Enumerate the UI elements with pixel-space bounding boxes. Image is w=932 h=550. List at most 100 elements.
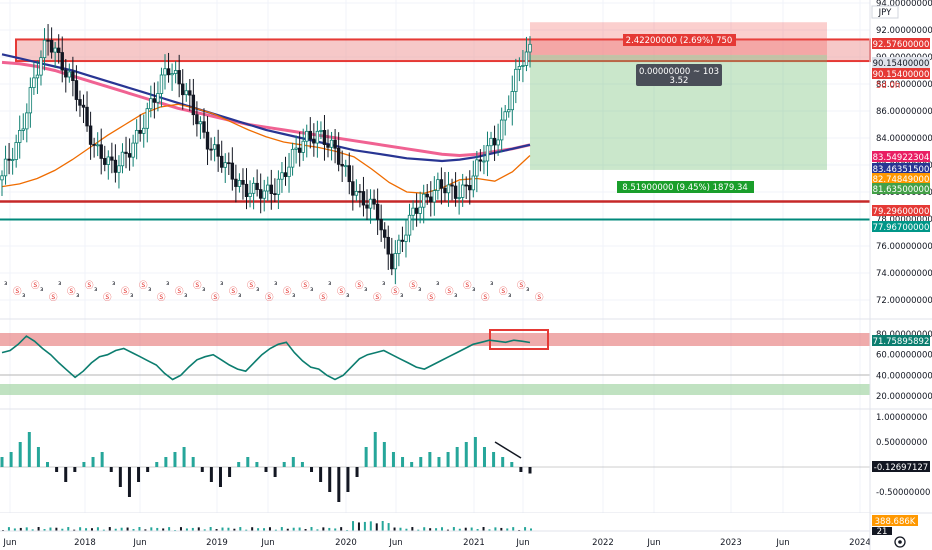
price-badge-label: 90.15400000 (873, 70, 930, 80)
volume-bar (257, 528, 260, 531)
svg-text:0.00000000 ~ 103: 0.00000000 ~ 103 (639, 67, 719, 77)
candle-body (322, 130, 327, 145)
macd-divergence-line[interactable] (494, 441, 522, 459)
candle-body (117, 165, 121, 173)
pattern-marker: Ⓢ (13, 287, 22, 297)
volume-background (0, 513, 870, 531)
candle-body (329, 139, 334, 148)
candle-body (21, 128, 25, 131)
volume-bar (43, 529, 46, 531)
price-tick-label: 72.00000000 (876, 296, 932, 306)
volume-bar (174, 529, 177, 531)
candle-body (124, 151, 128, 154)
price-badge (872, 163, 930, 174)
candle-body (251, 182, 256, 194)
macd-axis-ticks: 1.00000000 0.50000000 -0.50000000 (876, 413, 930, 498)
volume-pane[interactable] (0, 513, 870, 531)
pattern-markers: ³Ⓢ³Ⓢ³Ⓢ³Ⓢ³Ⓢ³Ⓢ³Ⓢ³Ⓢ³Ⓢ³Ⓢ³Ⓢ³Ⓢ³Ⓢ³Ⓢ³Ⓢ³Ⓢ³Ⓢ³Ⓢ³Ⓢ³Ⓢ… (4, 281, 544, 303)
candle-body (188, 90, 192, 96)
candle-body (49, 40, 54, 53)
pattern-marker: ³ (310, 287, 313, 297)
price-badge-label: 5d 0h (876, 81, 900, 91)
macd-bar (428, 452, 432, 467)
candle-body (443, 187, 447, 194)
macd-histogram (0, 432, 532, 502)
candle-body (173, 70, 178, 74)
price-axis-area[interactable] (870, 0, 932, 550)
candle-body (269, 184, 274, 195)
volume-bar (209, 527, 212, 531)
volume-bar (494, 527, 497, 531)
volume-bar (150, 527, 153, 531)
candle-body (326, 144, 330, 148)
pattern-marker: Ⓢ (193, 281, 202, 291)
macd-tick-label: 1.00000000 (876, 413, 927, 423)
pattern-marker: Ⓢ (31, 281, 40, 291)
macd-bar (100, 452, 104, 467)
pattern-marker: ³ (94, 287, 97, 297)
volume-bar (144, 529, 147, 531)
candle-body (0, 175, 4, 181)
macd-bar (310, 467, 314, 472)
candle-body (205, 131, 210, 150)
candle-body (127, 153, 132, 158)
volume-bar (417, 529, 420, 531)
candle-body (351, 181, 355, 196)
ma-navy-line (1, 53, 531, 163)
volume-bar (518, 529, 521, 531)
volume-bar (470, 527, 473, 531)
candle-body (524, 51, 529, 66)
macd-bar (264, 467, 268, 472)
time-axis[interactable]: Jun 2018 Jun 2019 Jun 2020 Jun 2021 Jun 2022 Jun 20… (2, 538, 870, 548)
time-tick-label: Jun (388, 538, 402, 548)
candle-body (212, 144, 217, 150)
currency-box[interactable] (871, 5, 899, 19)
volume-bar (387, 523, 390, 531)
price-tick-label: 78.00000000 (876, 215, 932, 225)
volume-bar (322, 527, 325, 531)
candle-body (227, 162, 231, 165)
pattern-marker: Ⓢ (337, 287, 346, 297)
candle-body (53, 47, 57, 53)
candle-body (88, 125, 93, 145)
macd-bar (391, 452, 395, 467)
candle-body (336, 147, 341, 165)
candle-body (499, 119, 504, 141)
macd-tick-label: 0.50000000 (876, 438, 927, 448)
pattern-marker: ³ (22, 293, 25, 303)
candle-body (489, 137, 493, 147)
candle-body (280, 172, 284, 180)
candle-body (152, 98, 157, 103)
currency-label: JPY (878, 8, 892, 18)
time-tick-label: Jun (515, 538, 529, 548)
volume-bar (446, 529, 449, 531)
volume-bar (393, 527, 396, 531)
candle-body (273, 193, 277, 196)
pattern-marker: ³ (130, 293, 133, 303)
candle-body (184, 90, 188, 96)
candle-body (517, 66, 522, 70)
time-tick-label: 2023 (720, 538, 742, 548)
pattern-marker: Ⓢ (211, 293, 220, 303)
candle-body (255, 182, 259, 190)
rsi-pane[interactable] (0, 329, 870, 395)
svg-text:8.51900000 (9.45%) 1879.34: 8.51900000 (9.45%) 1879.34 (622, 183, 748, 193)
macd-bar (209, 467, 213, 482)
volume-bar (488, 529, 491, 531)
price-badge (872, 151, 930, 162)
time-tick-label: 2022 (592, 538, 614, 548)
candle-body (145, 108, 149, 129)
pattern-marker: ³ (472, 287, 475, 297)
macd-pane[interactable] (0, 432, 870, 502)
settings-gear-icon[interactable] (894, 536, 906, 548)
time-tick-label: Jun (132, 538, 146, 548)
candle-body (496, 139, 500, 146)
price-badge (872, 221, 930, 232)
candle-body (113, 159, 118, 173)
candle-body (301, 140, 305, 153)
candle-body (305, 130, 309, 142)
macd-bar (492, 452, 496, 467)
candle-body (67, 71, 72, 78)
